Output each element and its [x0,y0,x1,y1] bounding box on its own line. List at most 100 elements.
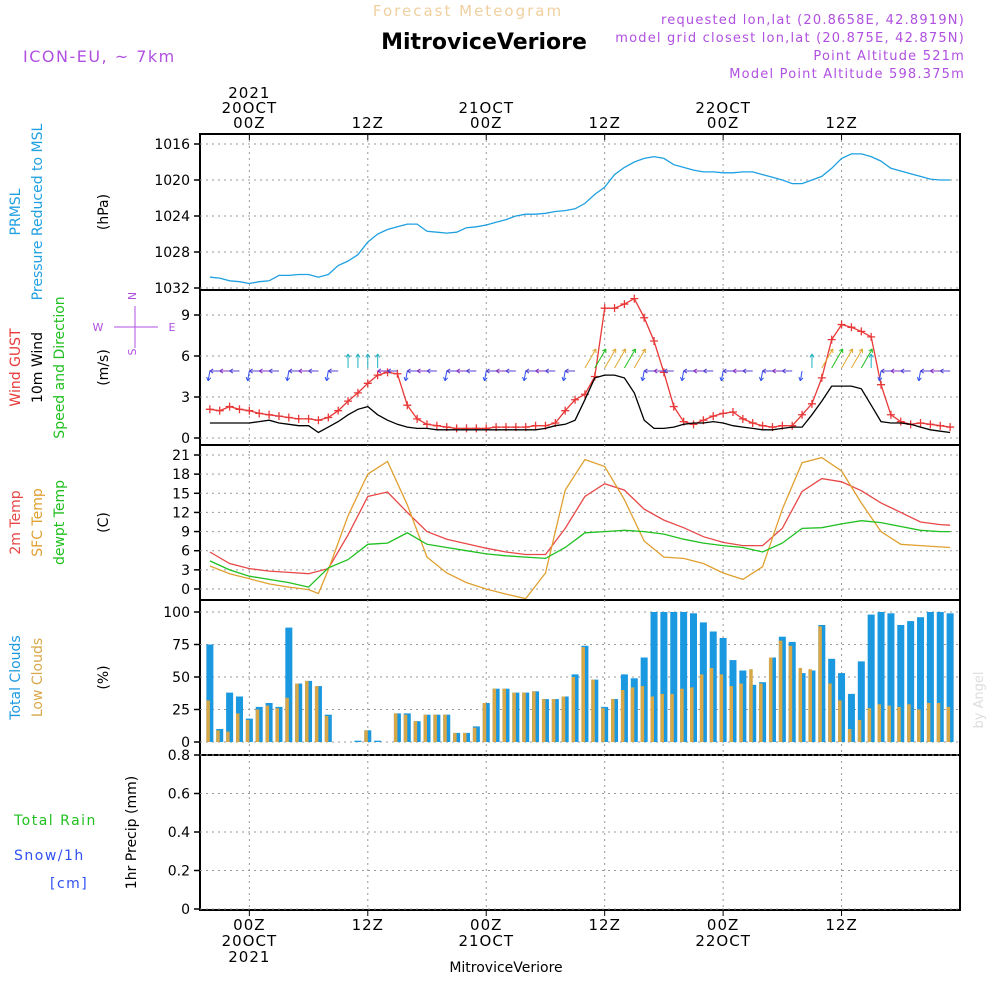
bar-total-clouds [867,614,875,742]
bar-low-clouds [235,713,240,742]
wind-arrow-head [308,368,313,374]
bar-total-clouds [690,613,698,742]
gust-marker [432,421,441,430]
bar-low-clouds [393,713,398,742]
y-tick-label: 15 [172,486,190,502]
gust-marker [758,421,767,430]
time-label-bottom: 00Z [470,916,502,934]
y-tick-label: 0 [181,735,190,751]
series-label: Wind GUST [8,328,24,407]
wind-arrow-head [258,368,263,374]
panel-frame [199,289,961,446]
wind-arrow-head [248,368,253,374]
wind-arrow-head [930,368,934,374]
bar-low-clouds [699,674,704,742]
gust-marker [867,332,876,341]
closest-coords: model grid closest lon,lat (20.875E, 42.… [615,31,965,46]
gust-marker [482,424,491,433]
time-label-top: 00Z [707,114,739,132]
bar-low-clouds [492,688,497,742]
wind-arrow [604,348,617,369]
bar-low-clouds [403,714,408,742]
gust-marker [462,424,471,433]
y-tick-label: 0.6 [168,787,190,803]
bar-total-clouds [374,740,382,742]
wind-arrow-head [327,368,332,374]
gust-marker [452,424,461,433]
bar-low-clouds [245,719,250,742]
gust-marker [788,421,797,430]
y-tick-label: 0.2 [168,864,190,880]
gust-marker [255,409,264,418]
wind-arrow-head [288,368,293,374]
bar-low-clouds [680,688,684,742]
series-label: Snow/1h [14,848,85,864]
wind-arrow-head [693,368,698,374]
wind-arrow [623,348,636,369]
wind-arrow [878,370,882,381]
y-axis-label: 1hr Precip (mm) [124,776,140,889]
gust-marker [748,418,757,427]
bar-low-clouds [305,680,309,742]
gust-marker [314,416,323,425]
bar-low-clouds [324,716,329,742]
wind-arrow-head [868,348,873,353]
wind-arrow-head [920,368,925,374]
requested-coords: requested lon,lat (20.8658E, 42.8919N) [661,13,965,28]
gust-marker [265,410,274,419]
wind-arrow [444,370,448,381]
bar-low-clouds [709,667,714,742]
series-label: [cm] [50,876,88,892]
time-label-top: 00Z [470,114,502,132]
bar-low-clouds [591,679,595,742]
series-label: SFC Temp [30,488,46,557]
wind-arrow [681,370,685,381]
gust-marker [896,417,905,426]
bar-low-clouds [561,696,566,742]
bar-low-clouds [512,692,516,742]
wind-arrow [841,348,853,369]
bar-low-clouds [216,730,220,742]
gust-marker [403,401,412,410]
time-label-bottom: 00Z [707,916,739,934]
y-tick-label: 0 [181,431,190,447]
wind-arrow-head [742,368,747,374]
gust-marker [205,405,214,414]
bar-low-clouds [719,674,724,742]
bar-low-clouds [768,657,773,742]
bar-low-clouds [788,645,793,742]
wind-arrow [247,370,250,381]
wind-arrow-head [446,368,451,374]
wind-arrow-head [443,376,449,382]
wind-arrow [562,370,566,381]
bar-low-clouds [808,669,812,742]
bar-low-clouds [482,703,487,742]
bar-total-clouds [936,612,944,742]
wind-arrow-head [403,376,409,382]
wind-arrow-head [809,353,815,358]
gust-marker [334,406,343,415]
bar-total-clouds [660,612,668,742]
wind-arrow-head [868,353,874,358]
wind-arrow [760,370,764,381]
y-tick-label: 9 [181,308,190,324]
bar-low-clouds [847,729,852,742]
bar-low-clouds [502,688,506,742]
wind-arrow [614,348,626,369]
bar-total-clouds [887,613,895,742]
wind-arrow-head [482,376,488,382]
wind-arrow-head [890,368,895,374]
bar-low-clouds [946,706,951,742]
wind-arrow-head [209,368,214,374]
wind-arrow-head [772,368,777,374]
y-tick-label: 18 [172,467,190,483]
gust-marker [728,408,737,417]
bar-low-clouds [532,691,536,742]
wind-arrow-head [643,368,648,374]
wind-arrow-head [416,368,421,374]
wind-arrow-head [702,368,707,374]
wind-arrow-head [564,368,569,374]
series-label: 2m Temp [8,490,24,554]
bar-low-clouds [601,708,605,742]
